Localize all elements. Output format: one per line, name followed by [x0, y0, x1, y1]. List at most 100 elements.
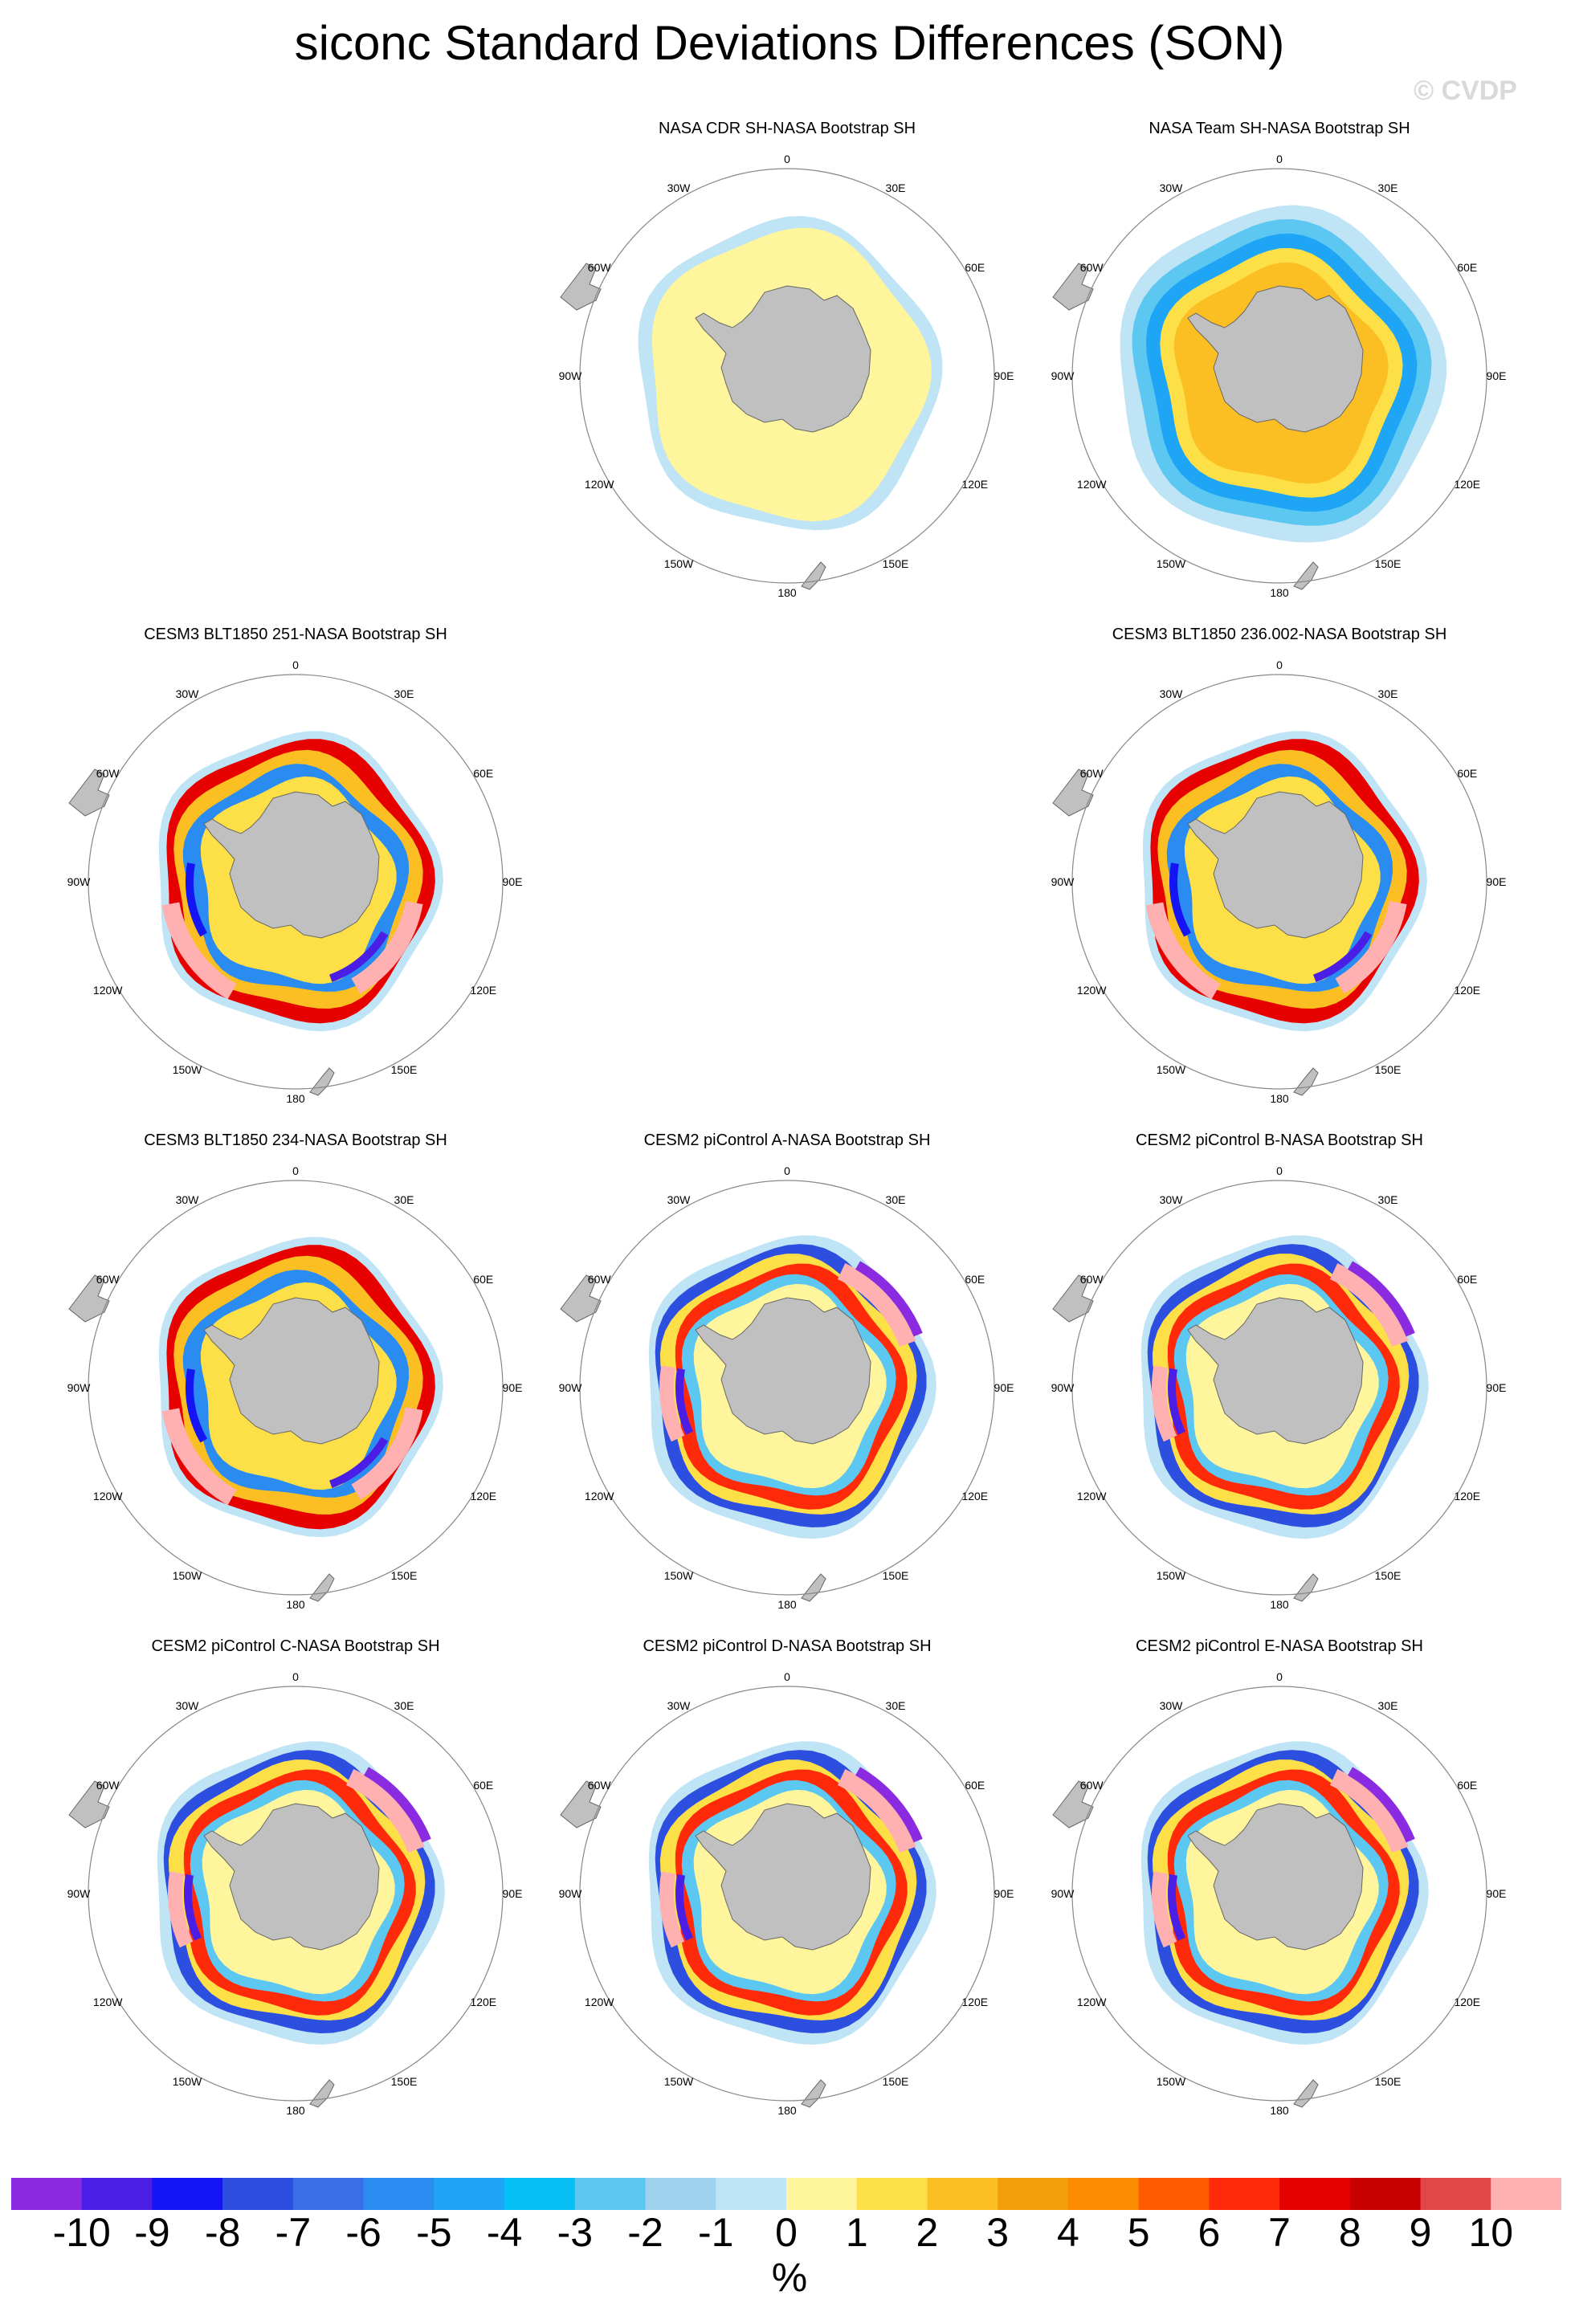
lon-label-180: 180 — [777, 1598, 797, 1611]
south-america-landmass — [68, 1780, 110, 1829]
map-panel-cesm3-236: CESM3 BLT1850 236.002-NASA Bootstrap SH … — [1047, 625, 1512, 1123]
lon-label-30e: 30E — [394, 1699, 414, 1712]
lon-label-60w: 60W — [96, 1273, 120, 1286]
lon-label-0: 0 — [1276, 1670, 1283, 1683]
lon-label-30w: 30W — [1160, 687, 1184, 700]
colorbar-swatch — [856, 2178, 928, 2210]
lon-label-150w: 150W — [1157, 2075, 1186, 2088]
lon-label-90e: 90E — [1487, 1381, 1507, 1394]
lon-label-30w: 30W — [176, 687, 200, 700]
colorbar-tick-label: -4 — [486, 2210, 523, 2255]
map-boundary-circle — [1071, 168, 1487, 584]
lon-label-90w: 90W — [67, 1887, 92, 1900]
pink-band-east — [837, 1263, 916, 1348]
lon-label-180: 180 — [1270, 1598, 1289, 1611]
south-america-landmass — [1052, 263, 1094, 311]
pink-band-east — [837, 1769, 916, 1853]
lon-label-150w: 150W — [173, 2075, 202, 2088]
lon-label-90w: 90W — [67, 1381, 92, 1394]
lon-label-30w: 30W — [1160, 1699, 1184, 1712]
new-zealand-landmass — [1293, 2079, 1319, 2108]
colorbar-swatch — [363, 2178, 435, 2210]
lon-label-150e: 150E — [1375, 1063, 1402, 1076]
colorbar-swatch — [1491, 2178, 1561, 2210]
lon-label-150w: 150W — [173, 1063, 202, 1076]
map-panel-cesm2-e: CESM2 piControl E-NASA Bootstrap SH 0 30E… — [1047, 1637, 1512, 2134]
lon-label-90e: 90E — [994, 369, 1014, 382]
lon-label-120w: 120W — [585, 1490, 614, 1502]
colorbar-swatch — [927, 2178, 998, 2210]
polar-map: 0 30E 60E 90E 120E 150E 180 150W 120W 90W 60W 30W — [1051, 1670, 1507, 2117]
lon-label-60e: 60E — [473, 1273, 493, 1286]
map-content — [1052, 1235, 1429, 1602]
colorbar-swatch — [574, 2178, 647, 2210]
map-content — [68, 731, 443, 1096]
polar-map: 0 30E 60E 90E 120E 150E 180 150W 120W 90W 60W 30W — [67, 1670, 523, 2117]
lon-label-90e: 90E — [1487, 1887, 1507, 1900]
lon-label-0: 0 — [1276, 1164, 1283, 1177]
lon-label-30e: 30E — [394, 687, 414, 700]
colorbar-swatch — [998, 2178, 1069, 2210]
colorbar-tick-label: 4 — [1057, 2210, 1079, 2255]
purple-band-west — [184, 1873, 202, 1941]
colorbar-tick-label: 3 — [986, 2210, 1010, 2255]
lon-label-60e: 60E — [965, 1273, 985, 1286]
map-content — [560, 1235, 936, 1602]
lon-label-90e: 90E — [994, 1887, 1014, 1900]
map-panel-cesm2-b: CESM2 piControl B-NASA Bootstrap SH 0 30E… — [1047, 1131, 1512, 1629]
antarctica-landmass — [1187, 791, 1364, 939]
lon-label-0: 0 — [784, 1670, 790, 1683]
lon-label-30e: 30E — [1378, 687, 1398, 700]
lon-label-30w: 30W — [1160, 1193, 1184, 1206]
map-content — [68, 1741, 445, 2108]
antarctica-landmass — [1187, 1297, 1364, 1445]
lon-label-0: 0 — [292, 658, 299, 671]
new-zealand-landmass — [1293, 1573, 1319, 1602]
lon-label-120w: 120W — [585, 1996, 614, 2008]
lon-label-150e: 150E — [1375, 2075, 1402, 2088]
lon-label-30w: 30W — [176, 1193, 200, 1206]
map-panel-cesm2-a: CESM2 piControl A-NASA Bootstrap SH 0 30E… — [554, 1131, 1020, 1629]
lon-label-60e: 60E — [473, 1779, 493, 1792]
purple-band — [328, 931, 389, 982]
lon-label-30e: 30E — [394, 1193, 414, 1206]
colorbar-swatch — [11, 2178, 83, 2210]
colorbar-swatch — [786, 2178, 858, 2210]
lon-label-60e: 60E — [1457, 767, 1477, 780]
lon-label-30e: 30E — [886, 181, 906, 194]
pink-band-west — [659, 1871, 685, 1948]
polar-map: 0 30E 60E 90E 120E 150E 180 150W 120W 90W 60W 30W — [67, 1164, 523, 1611]
lon-label-150w: 150W — [173, 1569, 202, 1582]
map-panel-cesm2-d: CESM2 piControl D-NASA Bootstrap SH 0 30E… — [554, 1637, 1020, 2134]
colorbar-tick-label: -1 — [698, 2210, 734, 2255]
lon-label-30w: 30W — [667, 1193, 692, 1206]
purple-band-west — [675, 1873, 694, 1941]
lon-label-0: 0 — [292, 1164, 299, 1177]
purple-band-west — [1168, 1873, 1186, 1941]
lon-label-120w: 120W — [1077, 984, 1107, 997]
lon-label-150w: 150W — [1157, 1569, 1186, 1582]
lon-label-180: 180 — [777, 2104, 797, 2117]
lon-label-60w: 60W — [588, 1779, 612, 1792]
colorbar-tick-label: -3 — [557, 2210, 594, 2255]
pink-band-west — [161, 1408, 237, 1506]
purple-band — [328, 1437, 389, 1488]
new-zealand-landmass — [309, 1573, 335, 1602]
lon-label-0: 0 — [784, 153, 790, 165]
south-america-landmass — [560, 263, 602, 311]
panel-title: NASA CDR SH-NASA Bootstrap SH — [658, 120, 916, 137]
colorbar-tick-label: 7 — [1268, 2210, 1291, 2255]
lon-label-90w: 90W — [1051, 1381, 1075, 1394]
polar-map: 0 30E 60E 90E 120E 150E 180 150W 120W 90W 60W 30W — [559, 1670, 1014, 2117]
lon-label-90e: 90E — [503, 1887, 523, 1900]
colorbar-tick-label: 0 — [775, 2210, 798, 2255]
lon-label-120w: 120W — [1077, 478, 1107, 491]
figure-title: siconc Standard Deviations Differences (… — [294, 16, 1285, 70]
purple-band-west — [1169, 862, 1192, 937]
lon-label-60w: 60W — [1080, 1779, 1104, 1792]
colorbar-swatch — [292, 2178, 365, 2210]
purple-band — [1312, 931, 1373, 982]
map-content — [560, 215, 943, 590]
colorbar-swatch — [1349, 2178, 1422, 2210]
pink-band-east — [351, 900, 423, 994]
